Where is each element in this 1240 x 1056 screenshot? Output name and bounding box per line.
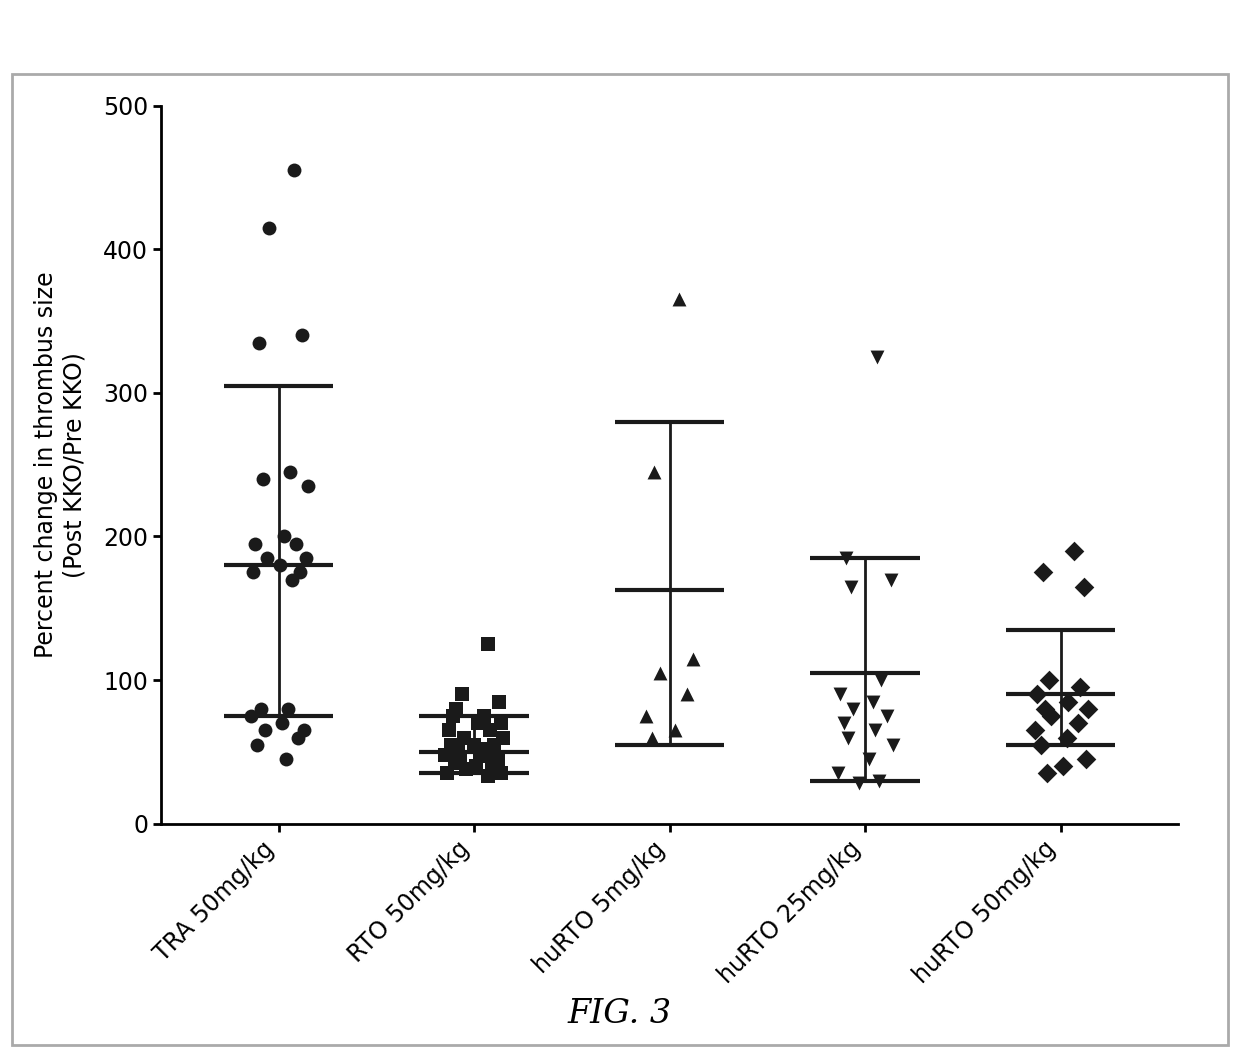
Point	[836, 549, 856, 566]
Point	[490, 693, 510, 710]
Point	[866, 722, 885, 739]
Point	[650, 664, 670, 681]
Point	[286, 535, 306, 552]
Point	[456, 760, 476, 777]
Point	[449, 743, 469, 760]
Point	[270, 557, 290, 573]
Point	[877, 708, 897, 724]
Point	[1025, 722, 1045, 739]
Point	[454, 729, 474, 746]
Point	[293, 327, 312, 344]
Point	[467, 715, 487, 732]
Point	[277, 751, 296, 768]
Point	[1033, 564, 1053, 581]
Point	[1027, 686, 1047, 703]
Point	[246, 535, 265, 552]
Point	[443, 708, 463, 724]
Point	[477, 768, 497, 785]
Point	[1039, 672, 1059, 689]
Point	[880, 571, 900, 588]
Point	[243, 564, 263, 581]
Point	[453, 686, 472, 703]
Point	[1070, 679, 1090, 696]
Point	[1074, 579, 1094, 596]
Point	[494, 729, 513, 746]
Point	[470, 748, 490, 765]
Point	[480, 722, 500, 739]
Point	[279, 700, 299, 717]
Point	[642, 729, 662, 746]
Point	[859, 751, 879, 768]
Point	[869, 772, 889, 789]
Point	[683, 650, 703, 667]
Point	[436, 765, 456, 781]
Point	[867, 348, 887, 365]
Point	[466, 758, 486, 775]
Point	[838, 729, 858, 746]
Point	[294, 722, 314, 739]
Point	[1032, 736, 1052, 753]
Y-axis label: Percent change in thrombus size
(Post KKO/Pre KKO): Percent change in thrombus size (Post KK…	[35, 271, 86, 658]
Point	[249, 334, 269, 351]
Point	[1037, 765, 1056, 781]
Point	[1069, 715, 1089, 732]
Point	[830, 686, 849, 703]
Point	[476, 740, 496, 757]
Point	[842, 579, 862, 596]
Point	[284, 162, 304, 178]
Point	[445, 755, 465, 772]
Point	[439, 722, 459, 739]
Point	[247, 736, 267, 753]
Point	[255, 722, 275, 739]
Point	[474, 708, 494, 724]
Point	[1042, 708, 1061, 724]
Point	[250, 700, 270, 717]
Point	[464, 736, 484, 753]
Point	[1064, 543, 1084, 560]
Point	[670, 291, 689, 308]
Point	[484, 736, 503, 753]
Point	[1035, 700, 1055, 717]
Point	[477, 636, 497, 653]
Point	[491, 715, 511, 732]
Point	[290, 564, 310, 581]
Point	[644, 464, 663, 480]
Point	[833, 715, 853, 732]
Point	[283, 571, 303, 588]
Point	[259, 220, 279, 237]
Point	[828, 765, 848, 781]
Point	[486, 758, 506, 775]
Point	[440, 736, 460, 753]
Point	[242, 708, 262, 724]
Point	[849, 775, 869, 792]
Point	[491, 765, 511, 781]
Point	[863, 693, 883, 710]
Point	[257, 549, 277, 566]
Point	[298, 477, 317, 494]
Point	[253, 471, 273, 488]
Point	[481, 755, 501, 772]
Point	[666, 722, 686, 739]
Point	[273, 715, 293, 732]
Point	[450, 751, 470, 768]
Point	[1053, 758, 1073, 775]
Point	[288, 729, 308, 746]
Point	[636, 708, 656, 724]
Point	[677, 686, 697, 703]
Point	[472, 743, 492, 760]
Point	[1059, 693, 1079, 710]
Point	[1076, 751, 1096, 768]
Point	[280, 464, 300, 480]
Point	[1078, 700, 1097, 717]
Point	[1056, 729, 1076, 746]
Text: FIG. 3: FIG. 3	[568, 998, 672, 1030]
Point	[274, 528, 294, 545]
Point	[435, 747, 455, 763]
Point	[296, 549, 316, 566]
Point	[446, 700, 466, 717]
Point	[870, 672, 890, 689]
Point	[843, 700, 863, 717]
Point	[883, 736, 903, 753]
Point	[487, 751, 507, 768]
